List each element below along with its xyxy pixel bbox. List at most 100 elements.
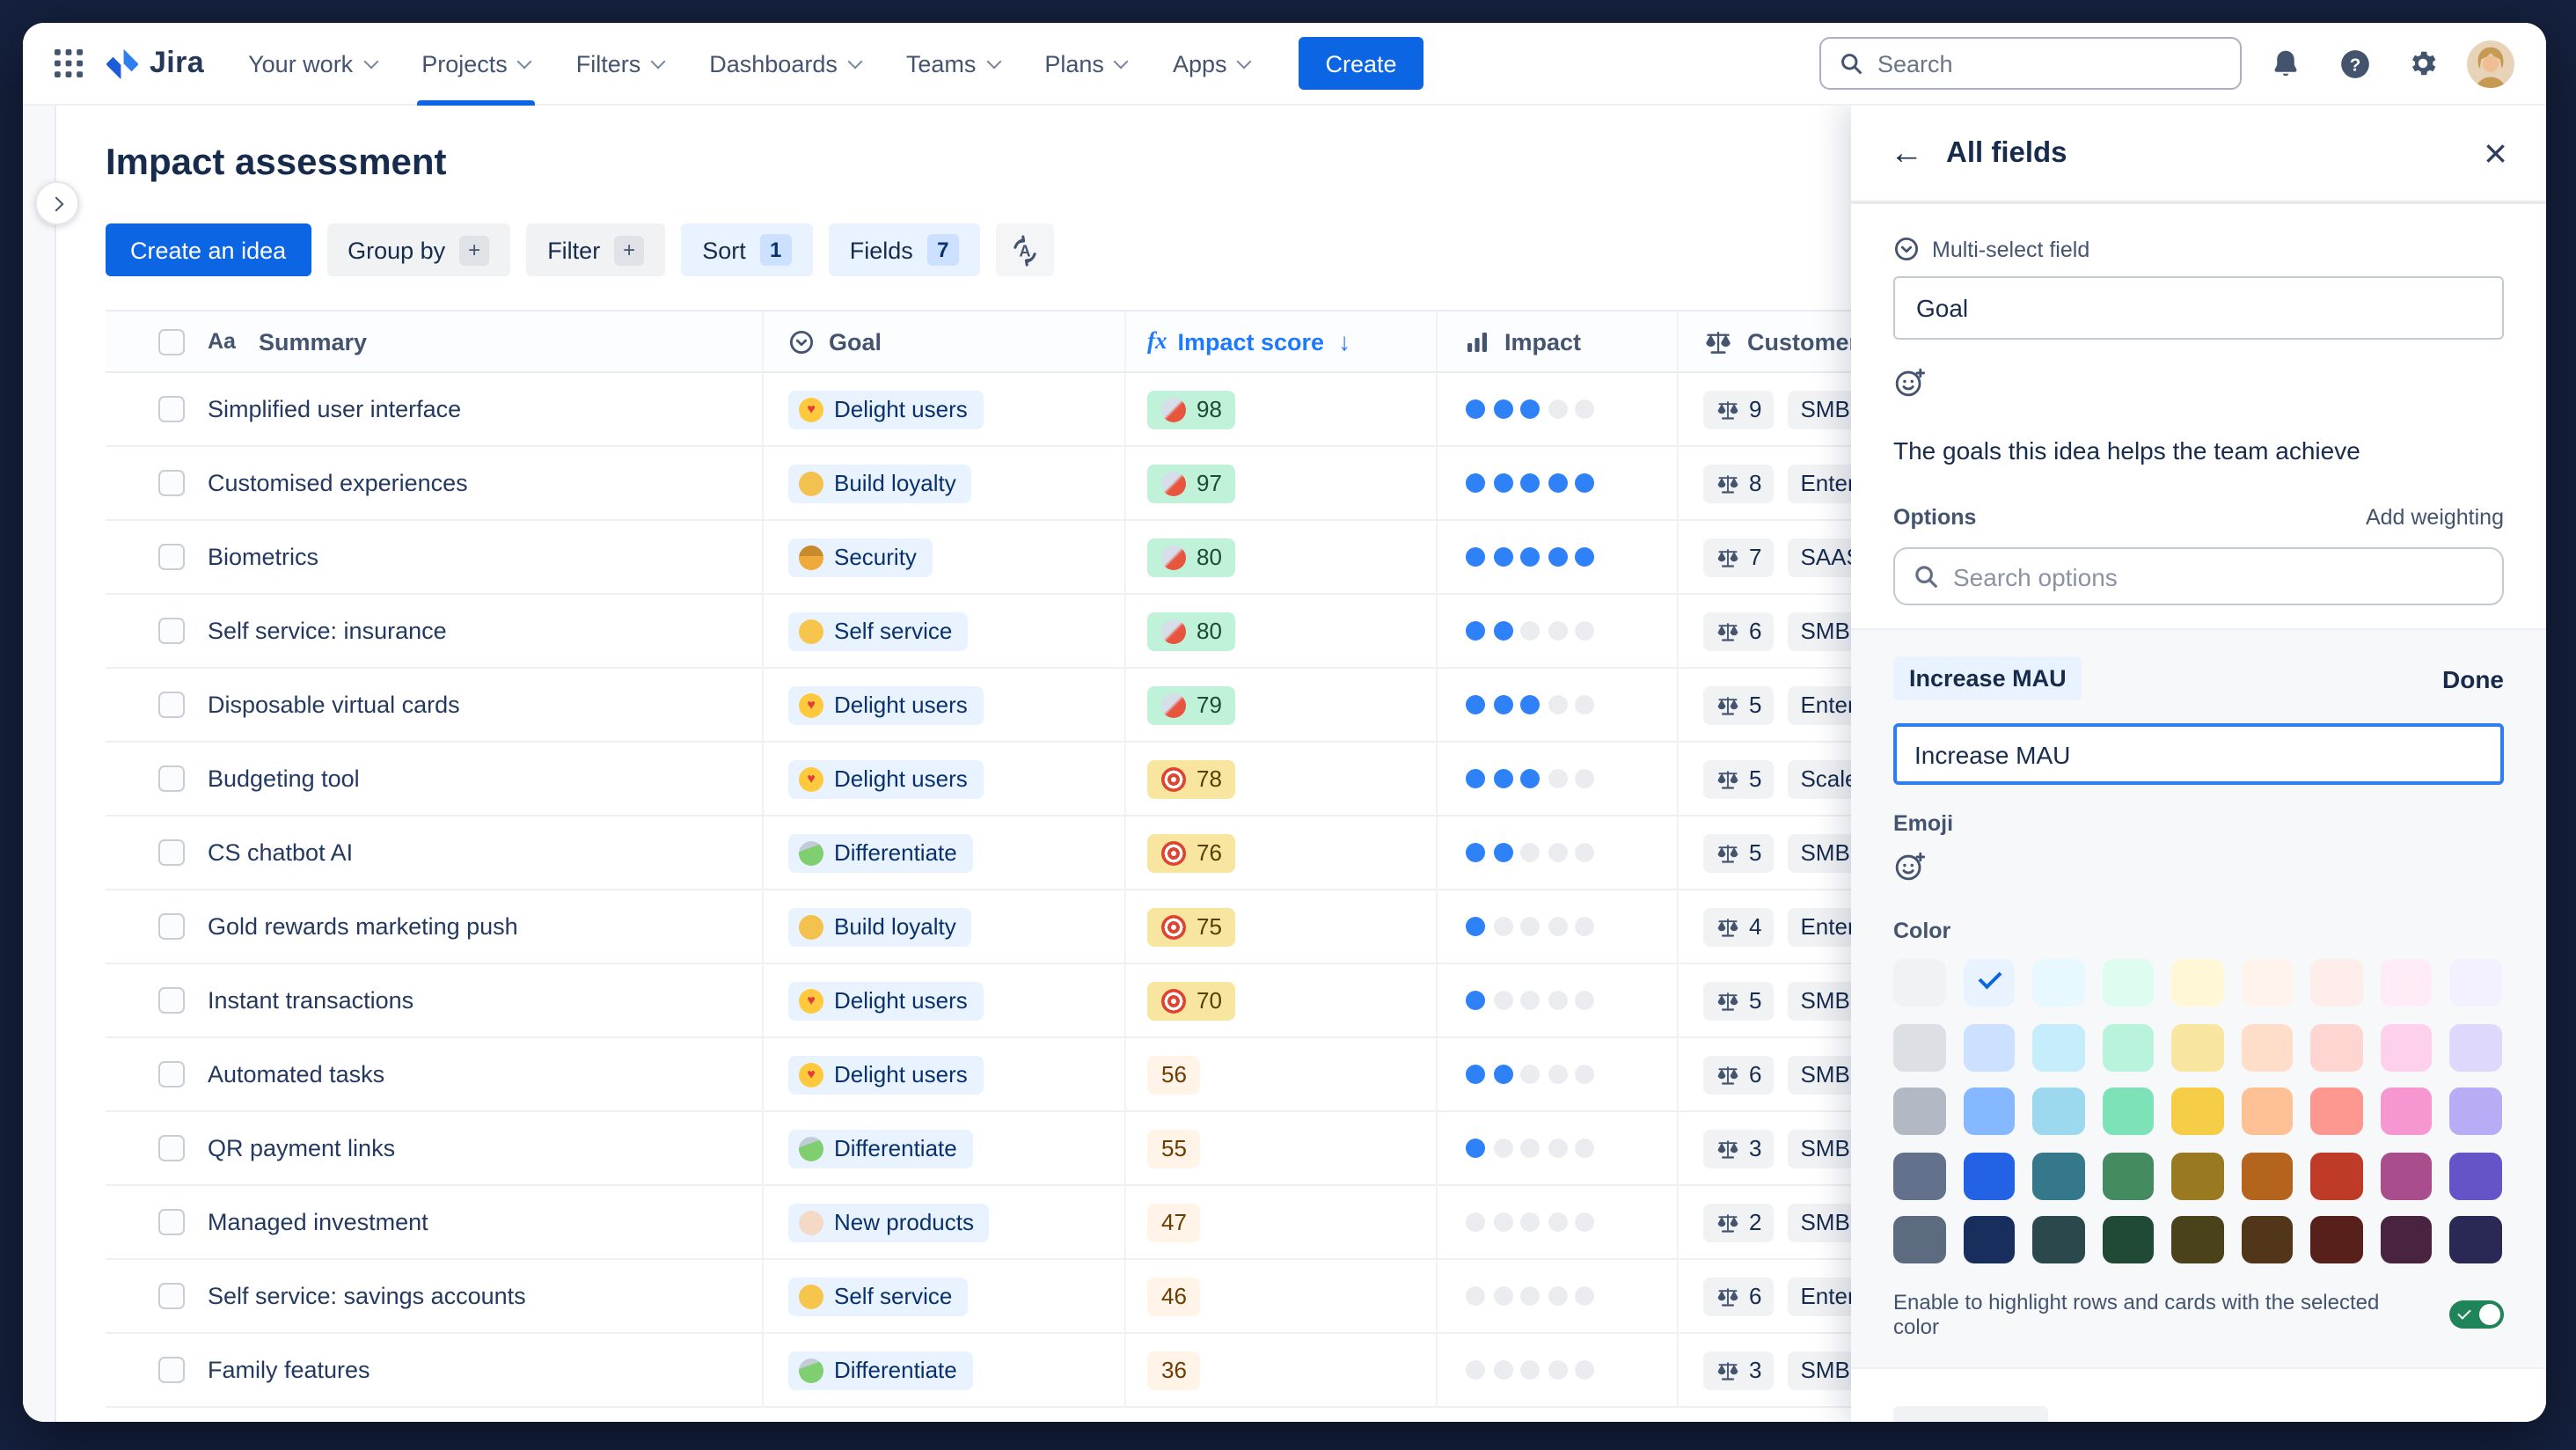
goal-chip[interactable]: ♥Delight users — [788, 981, 984, 1020]
color-swatch[interactable] — [1893, 1088, 1945, 1135]
row-checkbox[interactable] — [158, 1135, 185, 1161]
nav-item-plans[interactable]: Plans — [1021, 23, 1150, 105]
goal-chip[interactable]: Build loyalty — [788, 464, 972, 502]
impact-dots[interactable] — [1466, 1360, 1594, 1380]
color-swatch[interactable] — [2310, 1023, 2362, 1071]
done-button[interactable]: Done — [2442, 664, 2504, 692]
group-by-button[interactable]: Group by + — [326, 223, 510, 276]
color-swatch[interactable] — [2102, 1023, 2154, 1071]
expand-sidebar-button[interactable] — [35, 181, 79, 225]
color-swatch[interactable] — [2310, 1152, 2362, 1199]
color-swatch[interactable] — [2310, 959, 2362, 1007]
color-swatch[interactable] — [2380, 1088, 2432, 1135]
color-swatch[interactable] — [2449, 1152, 2501, 1199]
impact-dots[interactable] — [1466, 1212, 1594, 1232]
goal-chip[interactable]: ♥Delight users — [788, 685, 984, 724]
color-swatch[interactable] — [2380, 1152, 2432, 1199]
color-swatch[interactable] — [2380, 1216, 2432, 1263]
impact-dots[interactable] — [1466, 917, 1594, 936]
color-swatch[interactable] — [2032, 1152, 2084, 1199]
row-checkbox[interactable] — [158, 692, 185, 718]
add-emoji-icon[interactable] — [1893, 366, 1927, 399]
color-swatch[interactable] — [2449, 959, 2501, 1007]
color-swatch[interactable] — [1893, 1023, 1945, 1071]
color-swatch[interactable] — [2310, 1088, 2362, 1135]
row-checkbox[interactable] — [158, 987, 185, 1014]
row-checkbox[interactable] — [158, 544, 185, 570]
impact-dots[interactable] — [1466, 547, 1594, 567]
color-swatch[interactable] — [1893, 1152, 1945, 1199]
goal-chip[interactable]: Differentiate — [788, 833, 973, 872]
color-swatch[interactable] — [1893, 959, 1945, 1007]
row-checkbox[interactable] — [158, 1209, 185, 1235]
highlight-toggle[interactable] — [2449, 1300, 2504, 1329]
color-swatch[interactable] — [1963, 1023, 2015, 1071]
summary-column-header[interactable]: Aa Summary — [106, 311, 764, 371]
field-name-input[interactable] — [1893, 276, 2504, 340]
color-swatch[interactable] — [1893, 1216, 1945, 1263]
impact-dots[interactable] — [1466, 1286, 1594, 1306]
translate-button[interactable]: A — [996, 223, 1054, 276]
jira-logo[interactable]: Jira — [104, 45, 204, 82]
nav-item-apps[interactable]: Apps — [1150, 23, 1273, 105]
settings-button[interactable] — [2398, 39, 2448, 88]
help-button[interactable]: ? — [2330, 39, 2379, 88]
goal-chip[interactable]: ♥Delight users — [788, 759, 984, 798]
color-swatch-selected[interactable] — [1963, 959, 2015, 1007]
impact-dots[interactable] — [1466, 695, 1594, 714]
impact-dots[interactable] — [1466, 621, 1594, 641]
impact-dots[interactable] — [1466, 769, 1594, 788]
filter-button[interactable]: Filter + — [526, 223, 665, 276]
row-checkbox[interactable] — [158, 1061, 185, 1088]
fields-button[interactable]: Fields 7 — [829, 223, 980, 276]
color-swatch[interactable] — [2171, 1216, 2223, 1263]
notifications-button[interactable] — [2261, 39, 2310, 88]
create-idea-button[interactable]: Create an idea — [106, 223, 311, 276]
row-checkbox[interactable] — [158, 470, 185, 496]
color-swatch[interactable] — [2310, 1216, 2362, 1263]
row-checkbox[interactable] — [158, 396, 185, 422]
goal-chip[interactable]: Build loyalty — [788, 907, 972, 946]
color-swatch[interactable] — [2241, 1023, 2293, 1071]
color-swatch[interactable] — [2449, 1088, 2501, 1135]
impact-score-column-header[interactable]: fx Impact score ↓ — [1126, 311, 1438, 371]
color-swatch[interactable] — [2241, 1216, 2293, 1263]
color-swatch[interactable] — [2241, 1088, 2293, 1135]
goal-chip[interactable]: ♥Delight users — [788, 390, 984, 428]
impact-dots[interactable] — [1466, 843, 1594, 862]
nav-item-dashboards[interactable]: Dashboards — [686, 23, 883, 105]
impact-dots[interactable] — [1466, 399, 1594, 419]
color-swatch[interactable] — [2241, 959, 2293, 1007]
impact-column-header[interactable]: Impact — [1438, 311, 1679, 371]
color-swatch[interactable] — [2032, 1216, 2084, 1263]
color-swatch[interactable] — [2380, 959, 2432, 1007]
impact-dots[interactable] — [1466, 1065, 1594, 1084]
color-swatch[interactable] — [2102, 1088, 2154, 1135]
row-checkbox[interactable] — [158, 1357, 185, 1383]
row-checkbox[interactable] — [158, 839, 185, 866]
goal-chip[interactable]: Self service — [788, 1277, 968, 1315]
nav-item-your-work[interactable]: Your work — [225, 23, 399, 105]
impact-dots[interactable] — [1466, 473, 1594, 493]
nav-item-teams[interactable]: Teams — [883, 23, 1022, 105]
app-switcher-button[interactable] — [44, 39, 93, 88]
impact-dots[interactable] — [1466, 1139, 1594, 1158]
color-swatch[interactable] — [2102, 1152, 2154, 1199]
goal-chip[interactable]: New products — [788, 1203, 990, 1241]
nav-item-projects[interactable]: Projects — [399, 23, 553, 105]
add-weighting-link[interactable]: Add weighting — [2366, 505, 2504, 530]
color-swatch[interactable] — [1963, 1152, 2015, 1199]
delete-button[interactable]: Delete — [1893, 1406, 2049, 1422]
search-options-input[interactable] — [1953, 562, 2485, 590]
impact-dots[interactable] — [1466, 991, 1594, 1010]
row-checkbox[interactable] — [158, 913, 185, 940]
global-search[interactable] — [1819, 37, 2242, 90]
create-button[interactable]: Create — [1299, 37, 1423, 90]
user-avatar[interactable] — [2467, 40, 2514, 87]
goal-column-header[interactable]: Goal — [764, 311, 1126, 371]
color-swatch[interactable] — [1963, 1088, 2015, 1135]
color-swatch[interactable] — [2380, 1023, 2432, 1071]
color-swatch[interactable] — [2102, 1216, 2154, 1263]
color-swatch[interactable] — [2171, 1152, 2223, 1199]
nav-item-filters[interactable]: Filters — [553, 23, 687, 105]
